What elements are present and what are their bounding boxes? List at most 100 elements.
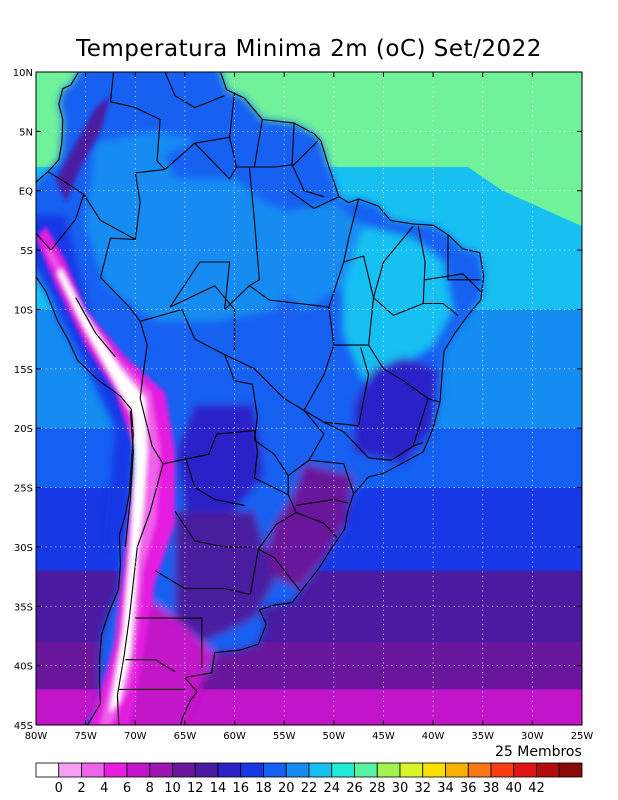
lat-tick-label: 5S bbox=[20, 246, 33, 257]
colorbar-label: 26 bbox=[346, 781, 363, 796]
state-maranhao-piaui bbox=[372, 225, 414, 298]
border-peru-colombia bbox=[83, 194, 136, 240]
colorbar-swatch bbox=[240, 762, 264, 778]
lon-tick-label: 70W bbox=[124, 731, 147, 742]
state-mt-ms bbox=[224, 344, 335, 411]
border-ecuador-peru bbox=[36, 171, 85, 251]
graticule bbox=[36, 72, 582, 725]
peru-inner bbox=[75, 297, 116, 358]
colorbar-swatch bbox=[285, 762, 310, 778]
lon-tick-label: 55W bbox=[273, 731, 296, 742]
state-ro-ac bbox=[169, 285, 236, 351]
colorbar-label: 28 bbox=[369, 781, 386, 796]
border-brazil-north bbox=[99, 136, 319, 278]
colorbar-label: 38 bbox=[483, 781, 500, 796]
state-rj-es bbox=[413, 441, 424, 447]
state-bahia-north bbox=[423, 302, 459, 316]
colorbar-label: 10 bbox=[164, 781, 181, 796]
border-argentina-bolivia-paraguay bbox=[162, 430, 289, 496]
lon-tick-label: 60W bbox=[223, 731, 246, 742]
argentina-prov-1 bbox=[184, 455, 245, 506]
colorbar-label: 18 bbox=[255, 781, 272, 796]
colorbar-swatch bbox=[308, 762, 333, 778]
colorbar-swatch bbox=[399, 762, 424, 778]
lon-tick-label: 35W bbox=[471, 731, 494, 742]
lat-tick-label: 10S bbox=[14, 305, 33, 316]
border-uruguay bbox=[249, 549, 259, 595]
state-ms-south bbox=[287, 410, 325, 477]
state-sp-pr bbox=[308, 459, 355, 494]
colorbar-swatch bbox=[536, 762, 560, 778]
border-guyanas-2 bbox=[253, 119, 275, 168]
argentina-center bbox=[175, 511, 275, 642]
colorbar-swatch bbox=[172, 762, 196, 778]
lon-tick-label: 40W bbox=[422, 731, 445, 742]
colorbar-label: 8 bbox=[146, 781, 154, 796]
colorbar-label: 42 bbox=[528, 781, 545, 796]
lon-tick-label: 75W bbox=[74, 731, 97, 742]
andes-field bbox=[36, 95, 175, 725]
state-tocantins bbox=[328, 255, 375, 346]
border-brazil-south bbox=[257, 494, 301, 592]
map-title: Temperatura Minima 2m (oC) Set/2022 bbox=[76, 36, 542, 62]
colorbar-label: 20 bbox=[278, 781, 295, 796]
lat-tick-label: 5N bbox=[19, 127, 33, 138]
colorbar-swatch bbox=[149, 762, 173, 778]
colorbar-swatch bbox=[467, 762, 492, 778]
argentina-prov-5 bbox=[125, 659, 176, 673]
lon-tick-label: 45W bbox=[372, 731, 395, 742]
southern-brazil bbox=[259, 463, 354, 589]
colorbar-label: 34 bbox=[437, 781, 454, 796]
pacific-coast bbox=[36, 214, 136, 547]
lat-tick-label: 30S bbox=[14, 543, 33, 554]
state-bahia bbox=[368, 344, 441, 403]
colorbar-label: 40 bbox=[505, 781, 522, 796]
map-field bbox=[36, 72, 582, 725]
state-amapa bbox=[291, 164, 325, 198]
colorbar-swatch bbox=[331, 762, 355, 778]
mata-atlantica bbox=[353, 356, 439, 464]
lat-tick-label: 40S bbox=[14, 662, 33, 673]
state-para-mt bbox=[249, 285, 329, 308]
amazon-east bbox=[274, 202, 364, 310]
colorbar-label: 0 bbox=[55, 781, 63, 796]
colorbar-swatch bbox=[490, 762, 515, 778]
plot-frame bbox=[35, 71, 583, 726]
lon-tick-label: 30W bbox=[521, 731, 544, 742]
lon-tick-label: 25W bbox=[571, 731, 594, 742]
chile-coast-inner bbox=[124, 410, 134, 547]
colorbar-label: 6 bbox=[123, 781, 131, 796]
lat-tick-label: 25S bbox=[14, 484, 33, 495]
state-go bbox=[303, 347, 370, 427]
state-amazon-north bbox=[169, 261, 231, 310]
northeast-interior bbox=[343, 226, 453, 381]
state-ap-pa bbox=[288, 190, 340, 210]
colorbar-swatch bbox=[354, 762, 378, 778]
colorbar-swatch bbox=[217, 762, 242, 778]
colorbar-swatch bbox=[194, 762, 219, 778]
colorbar-label: 30 bbox=[392, 781, 409, 796]
colorbar-label: 12 bbox=[187, 781, 204, 796]
colorbar-swatch bbox=[126, 762, 151, 778]
lat-tick-label: 15S bbox=[14, 365, 33, 376]
border-peru-bolivia bbox=[139, 321, 148, 399]
lon-tick-label: 80W bbox=[25, 731, 48, 742]
colorbar-swatch bbox=[422, 762, 446, 778]
colorbar-swatch bbox=[376, 762, 401, 778]
border-chile-argentina bbox=[116, 398, 164, 725]
andes-high bbox=[57, 267, 148, 714]
members-label: 25 Membros bbox=[495, 744, 582, 760]
colorbar-label: 16 bbox=[232, 781, 249, 796]
state-mg bbox=[323, 398, 429, 461]
colorbar-swatch bbox=[103, 762, 128, 778]
border-colombia-venezuela bbox=[109, 72, 166, 170]
colorbar-label: 14 bbox=[210, 781, 227, 796]
colorbar-label: 22 bbox=[301, 781, 318, 796]
colorbar-label: 36 bbox=[460, 781, 477, 796]
amazon-lowland bbox=[85, 131, 314, 322]
northern-andes bbox=[55, 95, 111, 203]
state-amazonas-para bbox=[224, 166, 260, 310]
coastline bbox=[36, 72, 485, 725]
colorbar: 0 2 4 6 8 10 12 14 16 18 20 22 24 26 28 30 32 34 36 38 40 42 bbox=[35, 762, 583, 796]
